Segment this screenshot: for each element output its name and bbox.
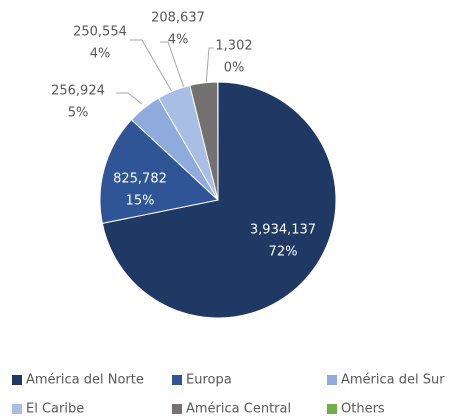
pie-slice	[101, 81, 337, 319]
leader-lines	[116, 39, 214, 105]
legend-swatch	[172, 404, 182, 414]
leader-line	[130, 39, 173, 93]
legend-swatch	[12, 404, 22, 414]
leader-line	[205, 47, 214, 86]
data-label: 1,302	[215, 39, 252, 54]
legend-label: El Caribe	[26, 402, 84, 417]
pie-slice	[99, 119, 220, 224]
legend-label: Others	[341, 402, 385, 417]
data-label-percent: 4%	[90, 47, 111, 62]
legend-swatch	[12, 375, 22, 385]
data-label-percent: 72%	[269, 245, 298, 260]
data-label: 250,554	[73, 25, 127, 40]
data-label: 825,782	[113, 172, 167, 187]
data-label-percent: 15%	[126, 194, 155, 209]
legend-label: América Central	[186, 402, 291, 417]
legend-swatch	[327, 375, 337, 385]
data-label: 256,924	[51, 84, 105, 99]
legend-swatch	[327, 404, 337, 414]
leader-line	[160, 41, 185, 89]
leader-line	[116, 92, 143, 105]
data-label: 208,637	[151, 11, 205, 26]
legend-swatch	[172, 375, 182, 385]
legend-label: América del Sur	[341, 373, 445, 388]
data-label-percent: 4%	[168, 33, 189, 48]
legend-label: Europa	[186, 373, 232, 388]
data-label-percent: 5%	[68, 106, 89, 121]
data-label-percent: 0%	[224, 61, 245, 76]
legend-label: América del Norte	[26, 373, 144, 388]
data-label: 3,934,137	[250, 223, 316, 238]
